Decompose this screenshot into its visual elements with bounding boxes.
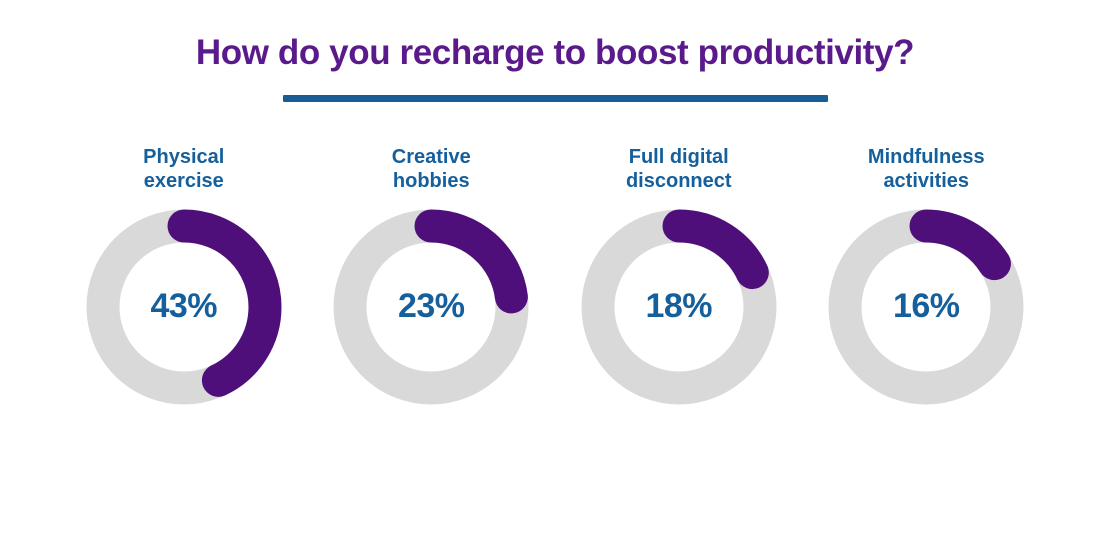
donut-svg	[828, 209, 1024, 404]
chart-card-creative-hobbies: Creative hobbies 23%	[308, 145, 556, 405]
title-underline-rule	[282, 94, 828, 102]
donut-svg	[86, 209, 282, 404]
donut-chart-creative-hobbies: 23%	[333, 209, 529, 405]
chart-card-full-digital-disconnect: Full digital disconnect 18%	[555, 145, 803, 405]
donut-arc	[581, 209, 777, 404]
donut-chart-physical-exercise: 43%	[86, 209, 282, 405]
donut-chart-row: Physical exercise 43% Creative hobbies 2…	[0, 145, 1110, 405]
page-title: How do you recharge to boost productivit…	[195, 33, 915, 72]
donut-arc	[333, 209, 529, 404]
chart-label-creative-hobbies: Creative hobbies	[391, 145, 471, 192]
donut-chart-mindfulness-activities: 16%	[828, 209, 1024, 405]
donut-arc	[828, 209, 1024, 404]
chart-label-full-digital-disconnect: Full digital disconnect	[625, 145, 732, 192]
donut-arc	[86, 209, 282, 404]
donut-svg	[333, 209, 529, 404]
donut-value-physical-exercise: 43%	[150, 287, 218, 325]
donut-chart-full-digital-disconnect: 18%	[581, 209, 777, 405]
header: How do you recharge to boost productivit…	[0, 0, 1110, 102]
chart-label-mindfulness-activities: Mindfulness activities	[867, 145, 985, 192]
chart-card-physical-exercise: Physical exercise 43%	[60, 145, 308, 405]
donut-value-full-digital-disconnect: 18%	[645, 287, 713, 325]
chart-label-physical-exercise: Physical exercise	[143, 145, 225, 192]
donut-value-mindfulness-activities: 16%	[892, 287, 960, 325]
donut-value-creative-hobbies: 23%	[397, 287, 465, 325]
chart-card-mindfulness-activities: Mindfulness activities 16%	[803, 145, 1051, 405]
donut-svg	[581, 209, 777, 404]
